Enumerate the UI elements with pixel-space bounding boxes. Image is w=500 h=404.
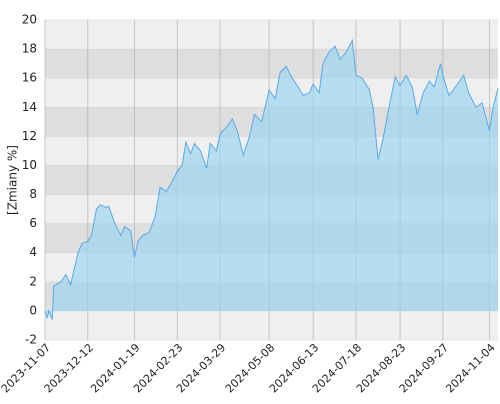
y-axis-label: [Zmiany %] [6, 145, 20, 215]
y-tick-label: 0 [29, 303, 37, 317]
y-tick-label: 2 [29, 274, 37, 288]
area [45, 40, 498, 320]
line [44, 38, 499, 320]
y-tick-label: 16 [22, 71, 37, 85]
y-tick-label: 6 [29, 216, 37, 230]
plot-band [45, 310, 498, 340]
y-tick-label: 14 [22, 100, 37, 114]
x-tick-label: 2024-11-04 [443, 341, 497, 395]
plot-band [45, 20, 498, 50]
y-tick-label: 20 [22, 13, 37, 27]
y-tick-label: 18 [22, 42, 37, 56]
y-tick-label: 10 [22, 158, 37, 172]
y-tick-label: 4 [29, 245, 37, 259]
y-tick-label: 12 [22, 129, 37, 143]
y-tick-label: 8 [29, 187, 37, 201]
y-tick-label: -2 [25, 333, 37, 347]
plot-band [45, 49, 498, 79]
